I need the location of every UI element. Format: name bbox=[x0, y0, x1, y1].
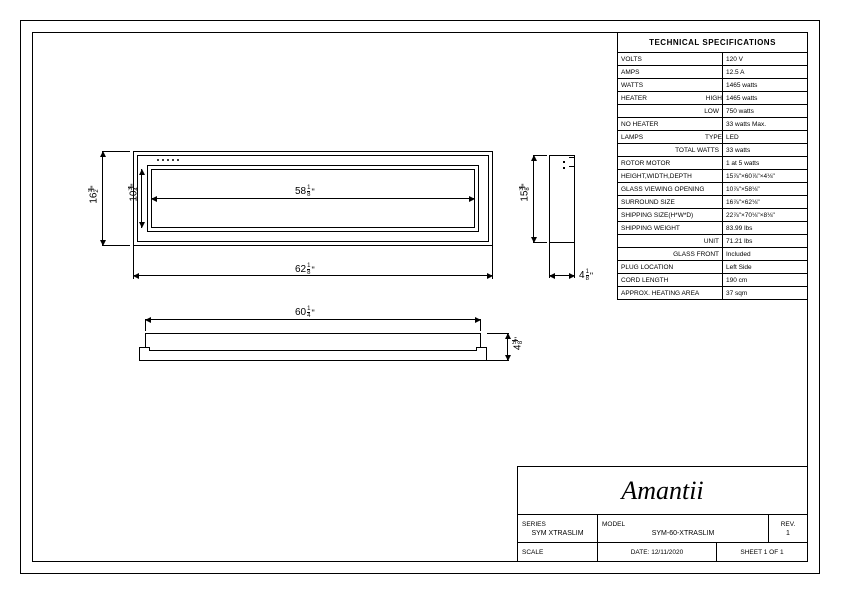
spec-row: LOW750 watts bbox=[618, 105, 807, 118]
spec-label: GLASS FRONT bbox=[618, 248, 723, 260]
model-value: SYM-60-XTRASLIM bbox=[602, 528, 764, 537]
spec-value: Included bbox=[723, 251, 807, 258]
logo: Amantii bbox=[518, 467, 807, 515]
spec-row: GLASS VIEWING OPENING10⅞"×58⅛" bbox=[618, 183, 807, 196]
spec-value: 83.99 lbs bbox=[723, 225, 807, 232]
spec-label: LOW bbox=[618, 105, 723, 117]
spec-row: SHIPPING SIZE(H*W*D)22⅞"×70⅛"×8⅛" bbox=[618, 209, 807, 222]
rev-label: REV. bbox=[773, 521, 803, 528]
scale-label: SCALE bbox=[522, 549, 593, 556]
specs-title: TECHNICAL SPECIFICATIONS bbox=[618, 33, 807, 53]
series-value: SYM XTRASLIM bbox=[522, 528, 593, 537]
spec-label: APPROX. HEATING AREA bbox=[618, 287, 723, 299]
spec-row: SURROUND SIZE16⅞"×62⅛" bbox=[618, 196, 807, 209]
dim-opening-width bbox=[151, 198, 475, 199]
spec-row: NO HEATER33 watts Max. bbox=[618, 118, 807, 131]
spec-label: NO HEATER bbox=[618, 118, 723, 130]
spec-value: 190 cm bbox=[723, 277, 807, 284]
spec-label: CORD LENGTH bbox=[618, 274, 723, 286]
dim-top-depth bbox=[507, 333, 508, 361]
spec-label: SURROUND SIZE bbox=[618, 196, 723, 208]
spec-label: AMPS bbox=[618, 66, 723, 78]
spec-value: 22⅞"×70⅛"×8⅛" bbox=[723, 212, 807, 219]
side-view bbox=[549, 155, 575, 243]
dim-front-height-label: 1612" bbox=[87, 185, 101, 204]
model-label: MODEL bbox=[602, 521, 764, 528]
spec-row: GLASS FRONTIncluded bbox=[618, 248, 807, 261]
spec-label: WATTS bbox=[618, 79, 723, 91]
series-label: SERIES bbox=[522, 521, 593, 528]
spec-value: 120 V bbox=[723, 56, 807, 63]
spec-value: 37 sqm bbox=[723, 290, 807, 297]
spec-row: AMPS12.5 A bbox=[618, 66, 807, 79]
spec-row: LAMPSTYPELED bbox=[618, 131, 807, 144]
specs-table: TECHNICAL SPECIFICATIONS VOLTS120 VAMPS1… bbox=[617, 33, 807, 300]
spec-row: VOLTS120 V bbox=[618, 53, 807, 66]
inner-frame: TECHNICAL SPECIFICATIONS VOLTS120 VAMPS1… bbox=[32, 32, 808, 562]
spec-label: SHIPPING WEIGHT bbox=[618, 222, 723, 234]
spec-label: SHIPPING SIZE(H*W*D) bbox=[618, 209, 723, 221]
spec-label: PLUG LOCATION bbox=[618, 261, 723, 273]
spec-value: 33 watts bbox=[723, 147, 807, 154]
date-label: DATE: 12/11/2020 bbox=[631, 549, 684, 556]
spec-row: TOTAL WATTS33 watts bbox=[618, 144, 807, 157]
spec-row: PLUG LOCATIONLeft Side bbox=[618, 261, 807, 274]
spec-label: VOLTS bbox=[618, 53, 723, 65]
dim-side-depth-label: 418" bbox=[579, 269, 593, 282]
spec-row: HEATERHIGH1465 watts bbox=[618, 92, 807, 105]
spec-value: 10⅞"×58⅛" bbox=[723, 186, 807, 193]
spec-value: 71.21 lbs bbox=[723, 238, 807, 245]
spec-label: GLASS VIEWING OPENING bbox=[618, 183, 723, 195]
spec-label: TOTAL WATTS bbox=[618, 144, 723, 156]
spec-row: APPROX. HEATING AREA37 sqm bbox=[618, 287, 807, 300]
rev-value: 1 bbox=[773, 528, 803, 537]
top-view bbox=[139, 333, 487, 361]
spec-row: UNIT71.21 lbs bbox=[618, 235, 807, 248]
dim-top-width-label: 6014" bbox=[295, 306, 315, 319]
dim-opening-height bbox=[141, 169, 142, 228]
dim-side-depth bbox=[549, 275, 575, 276]
spec-label: ROTOR MOTOR bbox=[618, 157, 723, 169]
spec-value: Left Side bbox=[723, 264, 807, 271]
sheet-label: SHEET 1 OF 1 bbox=[740, 549, 783, 556]
spec-row: SHIPPING WEIGHT83.99 lbs bbox=[618, 222, 807, 235]
spec-value: LED bbox=[723, 134, 807, 141]
spec-value: 15⅞"×60⅞"×4⅛" bbox=[723, 173, 807, 180]
spec-value: 16⅞"×62⅛" bbox=[723, 199, 807, 206]
dim-top-width bbox=[145, 319, 481, 320]
spec-row: ROTOR MOTOR1 at 5 watts bbox=[618, 157, 807, 170]
spec-value: 12.5 A bbox=[723, 69, 807, 76]
dim-front-height bbox=[102, 151, 103, 246]
spec-value: 33 watts Max. bbox=[723, 121, 807, 128]
spec-row: HEIGHT,WIDTH,DEPTH15⅞"×60⅞"×4⅛" bbox=[618, 170, 807, 183]
dim-side-height bbox=[533, 155, 534, 243]
dim-side-height-label: 1538" bbox=[518, 183, 532, 202]
dim-front-width-label: 6218" bbox=[295, 263, 315, 276]
spec-label: LAMPSTYPE bbox=[618, 131, 723, 143]
dim-opening-height-label: 1034" bbox=[127, 183, 141, 202]
spec-value: 750 watts bbox=[723, 108, 807, 115]
logo-text: Amantii bbox=[621, 476, 703, 506]
spec-label: HEATERHIGH bbox=[618, 92, 723, 104]
spec-row: WATTS1465 watts bbox=[618, 79, 807, 92]
dim-top-depth-label: 458" bbox=[511, 337, 525, 350]
spec-value: 1465 watts bbox=[723, 95, 807, 102]
spec-row: CORD LENGTH190 cm bbox=[618, 274, 807, 287]
spec-value: 1 at 5 watts bbox=[723, 160, 807, 167]
dim-opening-width-label: 5818" bbox=[295, 185, 315, 198]
spec-label: UNIT bbox=[618, 235, 723, 247]
title-block: Amantii SERIESSYM XTRASLIM MODELSYM-60-X… bbox=[517, 466, 807, 561]
spec-value: 1465 watts bbox=[723, 82, 807, 89]
spec-label: HEIGHT,WIDTH,DEPTH bbox=[618, 170, 723, 182]
